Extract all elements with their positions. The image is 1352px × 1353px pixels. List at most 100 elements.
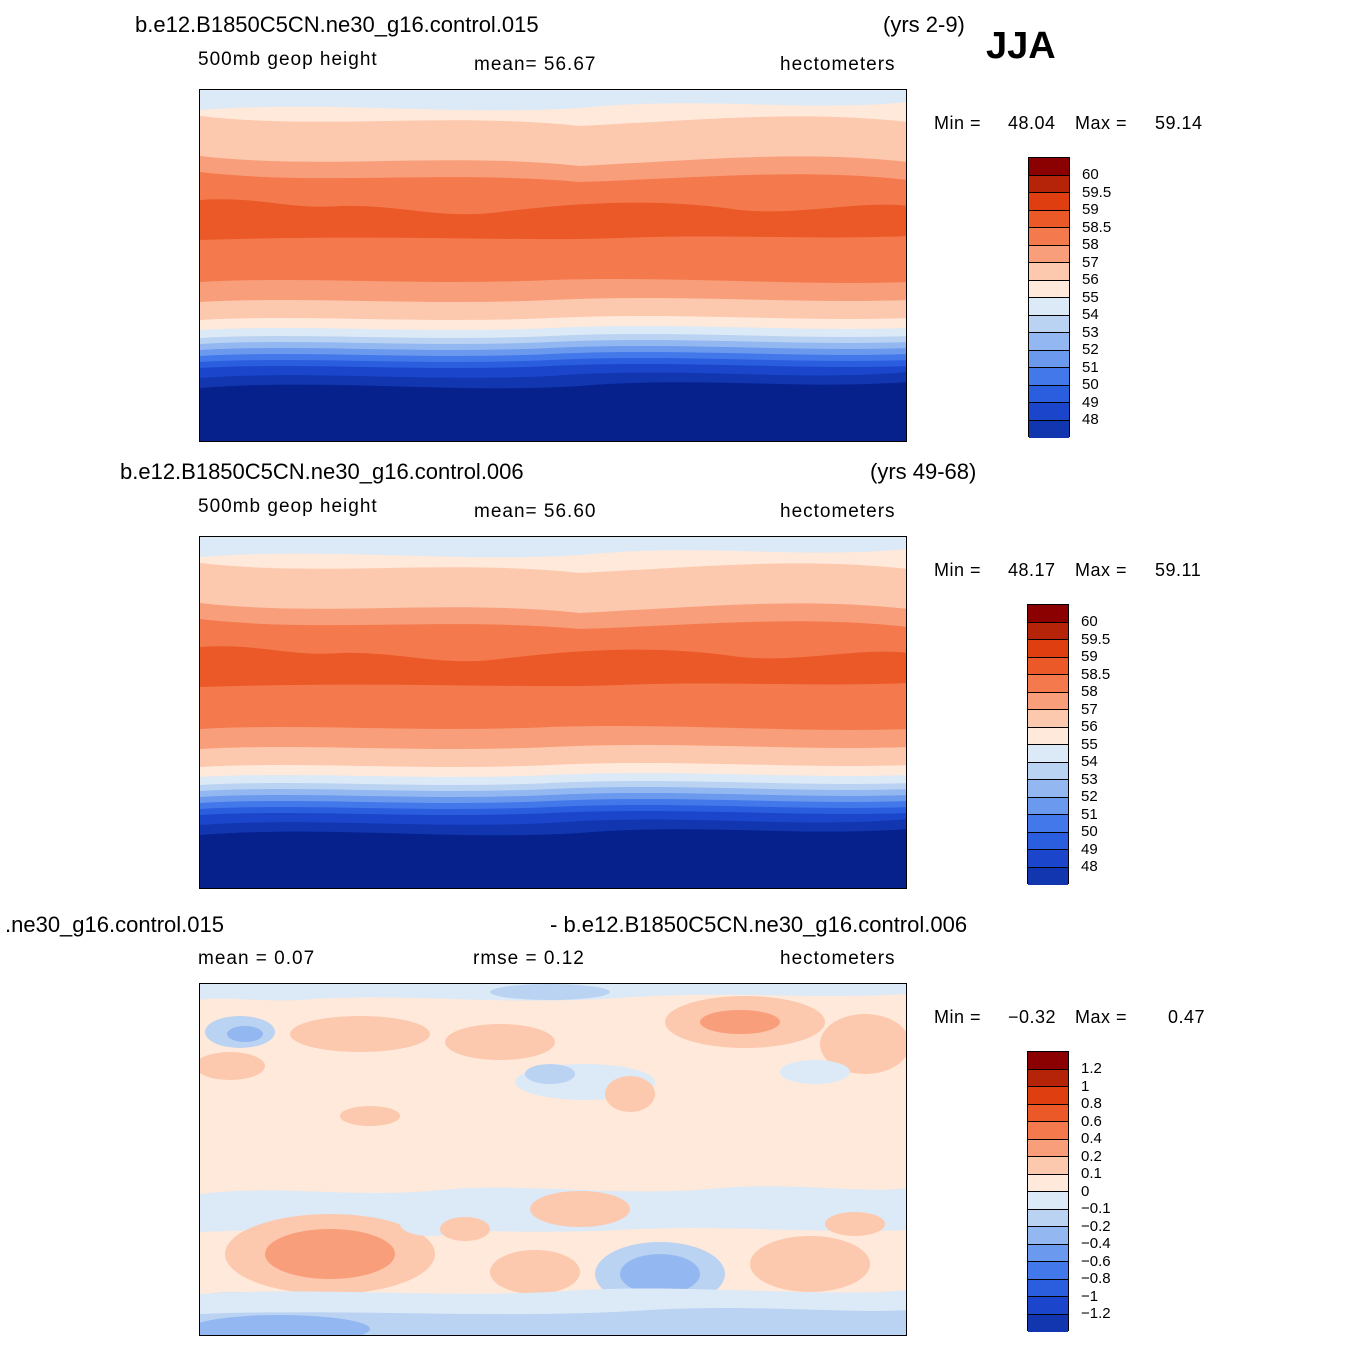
panel3-mean: mean = 0.07 [198, 948, 316, 969]
colorbar-level-label: 59.5 [1081, 630, 1111, 648]
colorbar-segment [1029, 420, 1069, 438]
panel3-colorbar [1027, 1051, 1069, 1332]
colorbar-segment [1028, 1122, 1068, 1140]
colorbar-level-label: 50 [1081, 823, 1098, 840]
panel1-units: hectometers [780, 54, 896, 75]
colorbar-level-label: 0.4 [1081, 1130, 1102, 1147]
colorbar-level-label: 49 [1082, 393, 1099, 411]
season-label: JJA [986, 25, 1056, 67]
colorbar-level-label: 53 [1082, 323, 1099, 341]
panel2-min-label: Min = [934, 560, 982, 580]
colorbar-segment [1029, 263, 1069, 281]
panel2-map [199, 536, 907, 889]
panel1-colorbar [1028, 157, 1070, 438]
colorbar-level-label: 58.5 [1082, 218, 1112, 236]
colorbar-segment [1028, 1052, 1068, 1070]
panel3-map [199, 983, 907, 1336]
panel2-case-title: b.e12.B1850C5CN.ne30_g16.control.006 [120, 459, 524, 484]
panel2-max-label: Max = [1075, 560, 1128, 580]
colorbar-level-label: −1 [1081, 1287, 1099, 1305]
panel1-map [199, 89, 907, 442]
colorbar-segment [1028, 1087, 1068, 1105]
colorbar-segment [1029, 385, 1069, 403]
colorbar-level-label: 57 [1082, 253, 1099, 271]
panel1-min-value: 48.04 [1008, 113, 1056, 133]
panel3-diff-title: - b.e12.B1850C5CN.ne30_g16.control.006 [550, 912, 968, 937]
colorbar-level-label: 57 [1081, 700, 1098, 718]
colorbar-segment [1028, 780, 1068, 798]
panel2-max-value: 59.11 [1155, 560, 1202, 580]
colorbar-level-label: 56 [1081, 718, 1098, 735]
colorbar-level-label: 54 [1082, 306, 1099, 323]
colorbar-level-label: 59.5 [1082, 183, 1112, 201]
colorbar-level-label: 52 [1082, 341, 1099, 358]
panel3-min-label: Min = [934, 1007, 982, 1027]
colorbar-segment [1029, 315, 1069, 333]
colorbar-level-label: 0.8 [1081, 1095, 1102, 1112]
colorbar-segment [1028, 745, 1068, 763]
colorbar-level-label: 0.6 [1081, 1112, 1102, 1130]
colorbar-level-label: 50 [1082, 376, 1099, 393]
colorbar-segment [1028, 640, 1068, 658]
colorbar-level-label: 58 [1082, 236, 1099, 253]
colorbar-level-label: 53 [1081, 770, 1098, 788]
colorbar-segment [1028, 710, 1068, 728]
panel3-max-label: Max = [1075, 1007, 1128, 1027]
colorbar-segment [1028, 622, 1068, 640]
colorbar-segment [1028, 1227, 1068, 1245]
colorbar-segment [1029, 245, 1069, 263]
colorbar-level-label: −0.6 [1081, 1252, 1111, 1270]
colorbar-level-label: 59 [1081, 648, 1098, 665]
colorbar-segment [1028, 797, 1068, 815]
panel2-map-field [200, 537, 906, 888]
colorbar-segment [1028, 727, 1068, 745]
colorbar-segment [1028, 815, 1068, 833]
colorbar-segment [1028, 850, 1068, 868]
colorbar-level-label: 60 [1082, 166, 1099, 183]
panel1-case-title: b.e12.B1850C5CN.ne30_g16.control.015 [135, 12, 539, 37]
panel1-min-label: Min = [934, 113, 982, 133]
colorbar-segment [1028, 1262, 1068, 1280]
colorbar-segment [1028, 1192, 1068, 1210]
colorbar-level-label: 1 [1081, 1077, 1090, 1095]
colorbar-level-label: 0 [1081, 1182, 1090, 1200]
colorbar-level-label: −0.8 [1081, 1270, 1111, 1287]
colorbar-segment [1028, 1314, 1068, 1332]
colorbar-segment [1028, 1279, 1068, 1297]
colorbar-segment [1029, 298, 1069, 316]
colorbar-segment [1028, 867, 1068, 885]
colorbar-level-label: −0.4 [1081, 1235, 1111, 1252]
colorbar-level-label: 58.5 [1081, 665, 1111, 683]
colorbar-level-label: 48 [1082, 411, 1099, 428]
panel2-min-value: 48.17 [1008, 560, 1056, 580]
colorbar-level-label: 1.2 [1081, 1060, 1102, 1077]
colorbar-level-label: 56 [1082, 271, 1099, 288]
colorbar-segment [1028, 762, 1068, 780]
colorbar-segment [1029, 228, 1069, 246]
colorbar-level-label: −0.2 [1081, 1217, 1111, 1235]
panel2-variable: 500mb geop height [198, 496, 378, 517]
colorbar-level-label: 55 [1081, 735, 1098, 753]
colorbar-level-label: 0.1 [1081, 1165, 1102, 1182]
colorbar-segment [1028, 1139, 1068, 1157]
panel1-map-field [200, 90, 906, 441]
colorbar-segment [1029, 193, 1069, 211]
colorbar-level-label: 0.2 [1081, 1147, 1102, 1165]
panel1-years: (yrs 2-9) [883, 12, 965, 37]
panel1-mean: mean= 56.67 [474, 54, 597, 75]
colorbar-level-label: 60 [1081, 613, 1098, 630]
colorbar-level-label: 51 [1082, 358, 1099, 376]
colorbar-segment [1028, 1069, 1068, 1087]
panel1-variable: 500mb geop height [198, 49, 378, 70]
colorbar-level-label: 51 [1081, 805, 1098, 823]
panel3-rmse: rmse = 0.12 [473, 948, 585, 969]
colorbar-segment [1028, 1174, 1068, 1192]
panel3-map-field [200, 984, 906, 1335]
panel3-units: hectometers [780, 948, 896, 969]
colorbar-segment [1029, 210, 1069, 228]
colorbar-level-label: 58 [1081, 683, 1098, 700]
colorbar-level-label: −0.1 [1081, 1200, 1111, 1217]
colorbar-segment [1028, 692, 1068, 710]
panel1-max-label: Max = [1075, 113, 1128, 133]
panel2-units: hectometers [780, 501, 896, 522]
